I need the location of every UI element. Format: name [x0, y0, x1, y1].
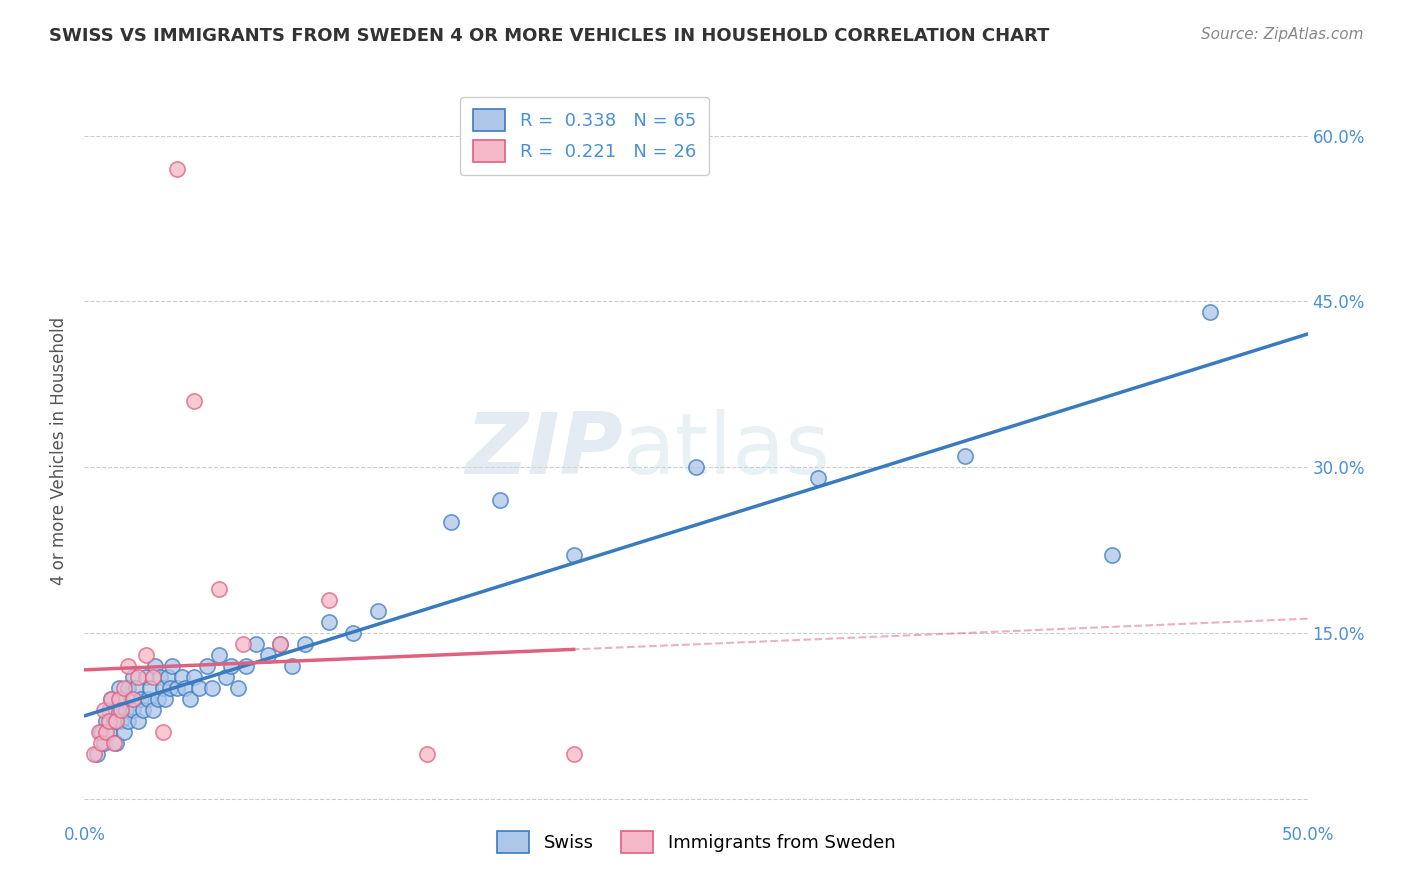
Point — [110, 703, 132, 717]
Point — [156, 670, 179, 684]
Point — [87, 725, 110, 739]
Point — [135, 648, 157, 662]
Point — [96, 725, 118, 739]
Text: SWISS VS IMMIGRANTS FROM SWEDEN 4 OR MORE VEHICLES IN HOUSEHOLD CORRELATION CHAR: SWISS VS IMMIGRANTS FROM SWEDEN 4 OR MOR… — [49, 27, 1050, 45]
Point — [235, 659, 257, 673]
Point — [219, 659, 242, 673]
Point — [257, 648, 280, 662]
Point — [107, 692, 129, 706]
Point — [245, 637, 267, 651]
Point — [562, 549, 585, 563]
Point — [135, 670, 157, 684]
Point — [149, 670, 172, 684]
Point — [152, 681, 174, 695]
Point — [103, 714, 125, 729]
Point — [112, 681, 135, 695]
Point — [132, 703, 155, 717]
Text: Source: ZipAtlas.com: Source: ZipAtlas.com — [1201, 27, 1364, 42]
Point — [96, 714, 118, 729]
Point — [172, 670, 194, 684]
Point — [117, 714, 139, 729]
Point — [122, 670, 145, 684]
Point — [127, 714, 149, 729]
Point — [105, 714, 128, 729]
Point — [110, 692, 132, 706]
Point — [807, 471, 830, 485]
Point — [195, 659, 218, 673]
Point — [367, 604, 389, 618]
Point — [953, 449, 976, 463]
Point — [97, 703, 120, 717]
Point — [318, 592, 340, 607]
Point — [100, 692, 122, 706]
Point — [179, 692, 201, 706]
Point — [105, 703, 128, 717]
Point — [122, 692, 145, 706]
Point — [120, 692, 142, 706]
Point — [183, 670, 205, 684]
Point — [166, 161, 188, 176]
Point — [117, 659, 139, 673]
Point — [208, 582, 231, 596]
Point — [162, 659, 184, 673]
Point — [103, 736, 125, 750]
Point — [122, 703, 145, 717]
Point — [342, 625, 364, 640]
Point — [83, 747, 105, 762]
Point — [142, 703, 165, 717]
Point — [112, 725, 135, 739]
Point — [1198, 305, 1220, 319]
Point — [90, 725, 112, 739]
Point — [489, 493, 512, 508]
Point — [416, 747, 439, 762]
Point — [143, 659, 166, 673]
Point — [562, 747, 585, 762]
Point — [685, 460, 707, 475]
Point — [1101, 549, 1123, 563]
Point — [90, 736, 112, 750]
Text: ZIP: ZIP — [465, 409, 623, 492]
Point — [269, 637, 291, 651]
Point — [136, 692, 159, 706]
Point — [93, 703, 115, 717]
Point — [294, 637, 316, 651]
Point — [159, 681, 181, 695]
Point — [281, 659, 304, 673]
Point — [166, 681, 188, 695]
Point — [440, 516, 463, 530]
Point — [97, 714, 120, 729]
Point — [152, 725, 174, 739]
Point — [173, 681, 195, 695]
Point — [188, 681, 211, 695]
Point — [208, 648, 231, 662]
Point — [105, 736, 128, 750]
Point — [110, 714, 132, 729]
Point — [86, 747, 108, 762]
Point — [100, 692, 122, 706]
Point — [115, 703, 138, 717]
Point — [107, 681, 129, 695]
Point — [232, 637, 254, 651]
Point — [215, 670, 238, 684]
Legend: Swiss, Immigrants from Sweden: Swiss, Immigrants from Sweden — [486, 820, 905, 863]
Point — [139, 681, 162, 695]
Text: atlas: atlas — [623, 409, 831, 492]
Point — [97, 725, 120, 739]
Point — [153, 692, 176, 706]
Point — [127, 670, 149, 684]
Point — [129, 692, 152, 706]
Point — [117, 681, 139, 695]
Point — [183, 393, 205, 408]
Point — [142, 670, 165, 684]
Point — [228, 681, 250, 695]
Point — [200, 681, 222, 695]
Point — [269, 637, 291, 651]
Point — [125, 681, 148, 695]
Y-axis label: 4 or more Vehicles in Household: 4 or more Vehicles in Household — [51, 317, 69, 584]
Point — [318, 615, 340, 629]
Point — [146, 692, 169, 706]
Point — [93, 736, 115, 750]
